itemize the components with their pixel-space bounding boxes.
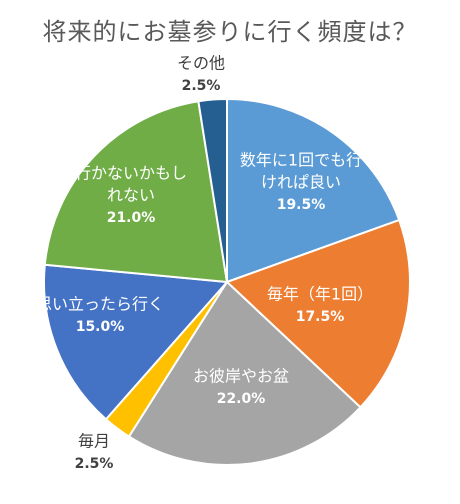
- pie-slice: [197, 97, 228, 283]
- slice-label: 毎月: [78, 432, 110, 451]
- pie-slice: [225, 218, 411, 409]
- slice-value-label: 2.5%: [75, 456, 114, 472]
- pie-slice: [43, 100, 229, 284]
- pie-slice: [226, 97, 401, 284]
- slice-label: 数年に1回でも行: [240, 151, 362, 170]
- pie-slice: [43, 263, 230, 421]
- slice-label: 毎年（年1回）: [267, 285, 373, 304]
- slice-label: 思い立ったら行く: [36, 295, 164, 314]
- slice-value-label: 21.0%: [107, 210, 156, 226]
- slice-value-label: 17.5%: [296, 309, 345, 325]
- slice-label: お彼岸やお盆: [193, 367, 289, 386]
- slice-value-label: 15.0%: [76, 319, 125, 335]
- slice-label: 行かないかもし: [75, 164, 187, 183]
- slice-label: その他: [177, 54, 225, 73]
- chart-title: 将来的にお墓参りに行く頻度は？: [42, 18, 418, 46]
- slice-value-label: 2.5%: [182, 78, 221, 94]
- pie-slice: [127, 280, 362, 466]
- slice-value-label: 22.0%: [217, 391, 266, 407]
- slice-value-label: 19.5%: [277, 197, 326, 213]
- slice-label: けれぱ良い: [261, 173, 341, 192]
- slice-label: れない: [107, 186, 155, 205]
